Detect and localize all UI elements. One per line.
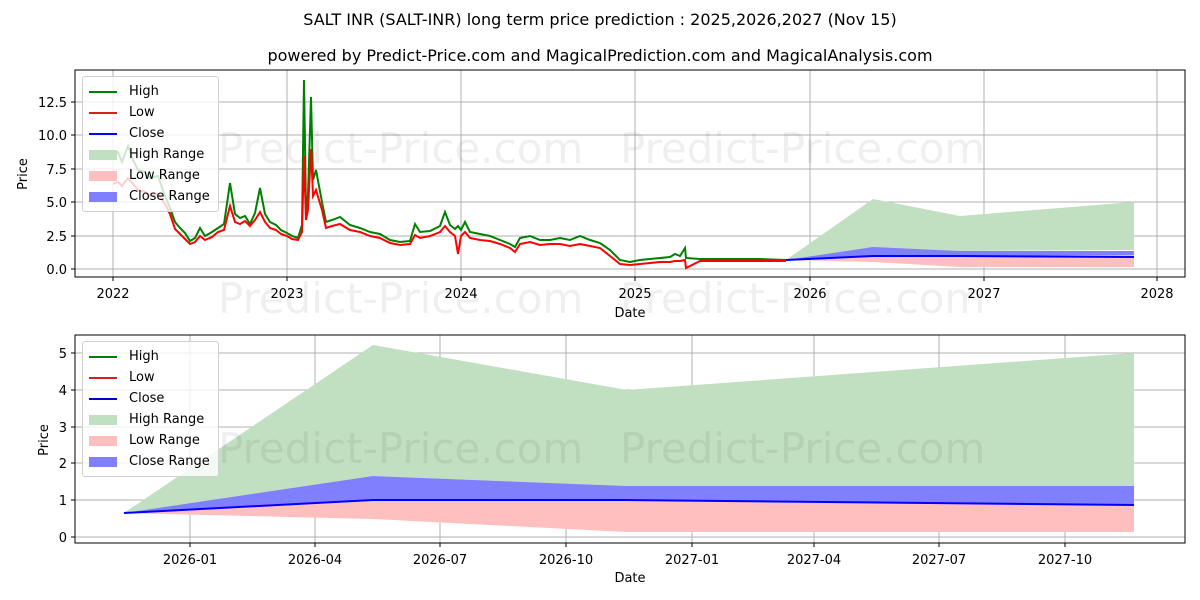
watermark: Predict-Price.com <box>218 274 583 323</box>
chart-subtitle: powered by Predict-Price.com and Magical… <box>267 46 933 65</box>
top-y-ticks <box>71 101 75 270</box>
x-tick-label: 2027-01 <box>665 553 719 568</box>
y-tick-label: 7.5 <box>46 163 67 178</box>
y-tick-label: 5.0 <box>46 196 67 211</box>
x-tick-label: 2024 <box>444 287 477 302</box>
legend-label: Low Range <box>129 433 200 448</box>
x-tick-label: 2023 <box>270 287 303 302</box>
close-line <box>785 255 1135 261</box>
low-range-swatch <box>89 170 117 181</box>
legend-label: Low Range <box>129 168 200 183</box>
low-range-area <box>124 500 1134 532</box>
top-x-ticks <box>112 277 1158 281</box>
close-swatch <box>89 132 117 135</box>
top-chart: Predict-Price.com Predict-Price.com Pred… <box>16 69 1186 323</box>
y-tick-label: 5 <box>59 347 67 362</box>
y-axis-label: Price <box>37 424 52 456</box>
legend-label: Low <box>129 370 155 385</box>
y-tick-label: 2.5 <box>46 230 67 245</box>
y-tick-label: 10.0 <box>38 129 67 144</box>
legend-item-high: High <box>89 346 210 367</box>
legend-label: High <box>129 84 159 99</box>
top-grid <box>75 70 1185 277</box>
low-range-swatch <box>89 435 117 446</box>
high-range-area <box>786 199 1134 260</box>
close-swatch <box>89 397 117 400</box>
legend-label: High Range <box>129 412 205 427</box>
legend-label: Close Range <box>129 189 210 204</box>
high-swatch <box>89 90 117 93</box>
legend-item-low: Low <box>89 102 210 123</box>
watermark: Predict-Price.com <box>620 424 985 473</box>
x-axis-label: Date <box>614 571 645 586</box>
legend-label: Close <box>129 391 165 406</box>
low-line <box>112 148 786 270</box>
x-tick-label: 2027-04 <box>787 553 841 568</box>
legend-item-close-range: Close Range <box>89 186 210 207</box>
high-range-area <box>124 345 1134 513</box>
legend-label: Close Range <box>129 454 210 469</box>
y-tick-label: 0.0 <box>46 263 67 278</box>
chart-title: SALT INR (SALT-INR) long term price pred… <box>303 10 897 29</box>
legend-label: High <box>129 349 159 364</box>
low-swatch <box>89 376 117 379</box>
legend-item-low-range: Low Range <box>89 165 210 186</box>
high-range-swatch <box>89 149 117 160</box>
top-axes-frame <box>74 69 1186 278</box>
low-range-area <box>786 255 1134 267</box>
legend-label: Close <box>129 126 165 141</box>
x-tick-label: 2027 <box>967 287 1000 302</box>
legend-item-low-range: Low Range <box>89 430 210 451</box>
low-swatch <box>89 111 117 114</box>
x-tick-label: 2026-04 <box>288 553 342 568</box>
x-tick-label: 2025 <box>618 287 651 302</box>
legend-item-high-range: High Range <box>89 144 210 165</box>
bottom-x-ticks <box>189 543 1066 547</box>
y-tick-label: 1 <box>59 494 67 509</box>
y-axis-label: Price <box>16 158 31 190</box>
y-tick-label: 0 <box>59 531 67 546</box>
bottom-y-ticks <box>71 352 75 538</box>
x-tick-label: 2026 <box>793 287 826 302</box>
top-legend: High Low Close High Range Low Range Clos… <box>82 76 219 212</box>
close-range-area <box>786 247 1134 260</box>
close-range-swatch <box>89 191 117 202</box>
legend-item-high: High <box>89 81 210 102</box>
y-tick-label: 12.5 <box>38 96 67 111</box>
x-tick-label: 2028 <box>1140 287 1173 302</box>
bottom-chart: Predict-Price.com Predict-Price.com 0 1 … <box>37 334 1186 586</box>
close-range-area <box>124 476 1134 513</box>
close-range-swatch <box>89 456 117 467</box>
watermark: Predict-Price.com <box>218 124 583 173</box>
y-tick-label: 4 <box>59 384 67 399</box>
watermark: Predict-Price.com <box>218 424 583 473</box>
x-tick-label: 2026-10 <box>539 553 593 568</box>
x-axis-label: Date <box>614 306 645 321</box>
y-tick-label: 2 <box>59 457 67 472</box>
legend-label: Low <box>129 105 155 120</box>
legend-item-close: Close <box>89 123 210 144</box>
legend-item-close: Close <box>89 388 210 409</box>
x-tick-label: 2027-10 <box>1038 553 1092 568</box>
legend-item-high-range: High Range <box>89 409 210 430</box>
bottom-axes-frame <box>74 334 1186 544</box>
high-range-swatch <box>89 414 117 425</box>
close-line <box>123 499 1135 514</box>
x-tick-label: 2026-07 <box>413 553 467 568</box>
watermark: Predict-Price.com <box>620 124 985 173</box>
legend-item-close-range: Close Range <box>89 451 210 472</box>
high-line <box>112 79 787 264</box>
bottom-legend: High Low Close High Range Low Range Clos… <box>82 341 219 477</box>
y-tick-label: 3 <box>59 421 67 436</box>
legend-item-low: Low <box>89 367 210 388</box>
legend-label: High Range <box>129 147 205 162</box>
x-tick-label: 2027-07 <box>912 553 966 568</box>
x-tick-label: 2026-01 <box>163 553 217 568</box>
watermark: Predict-Price.com <box>620 274 985 323</box>
x-tick-label: 2022 <box>96 287 129 302</box>
high-swatch <box>89 355 117 358</box>
